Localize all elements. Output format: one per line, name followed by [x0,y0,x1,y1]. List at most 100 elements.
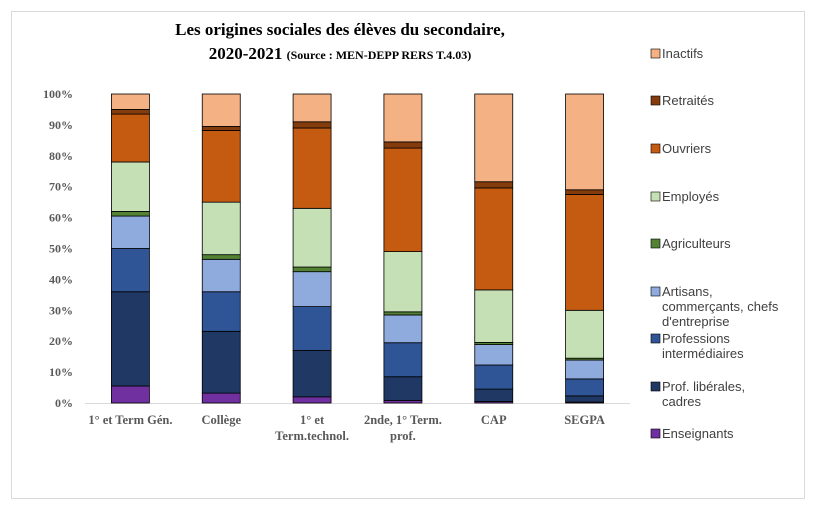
legend-swatch [650,428,661,439]
legend-label: d'entreprise [662,314,730,329]
bar-segment [565,378,604,397]
legend-entry: Ouvriers [650,141,712,156]
bar-segment [292,271,332,307]
bar-segment [565,359,604,380]
bar-segment [383,376,423,401]
category-label: Term.technol. [275,429,349,443]
bar-segment [383,93,423,143]
bar-stack [111,93,150,404]
bar-segment [201,330,241,394]
bar-segment [383,342,423,378]
chart-title-line1: Les origines sociales des élèves du seco… [175,20,505,39]
bar-segment [383,141,423,149]
bar-segment [201,392,241,404]
y-tick-label: 80% [49,149,73,163]
y-tick-label: 70% [49,180,73,194]
y-tick-label: 0% [55,396,73,410]
legend-label: commerçants, chefs [662,299,779,314]
bar-segment [474,93,514,183]
bar-segment [383,147,423,252]
bar-segment [292,93,332,123]
bar-segment [474,388,514,402]
bar-segment [111,113,150,163]
legend-label: Retraités [662,93,715,108]
bar-segment [565,93,604,191]
bar-segment [292,266,332,273]
bar-stack [201,93,241,404]
bar-segment [383,314,423,344]
legend-label: Inactifs [662,46,704,61]
legend-entry: Agriculteurs [650,236,731,251]
bar-segment [111,385,150,404]
y-tick-label: 50% [49,242,73,256]
bar-segment [292,121,332,129]
bar-segment [111,248,150,293]
bar-segment [474,344,514,366]
bar-segment [474,187,514,291]
bar-segment [201,291,241,332]
bar-segment [201,130,241,203]
legend-label: Agriculteurs [662,236,731,251]
chart-title-source: (Source : MEN-DEPP RERS T.4.03) [286,48,472,62]
legend-swatch [650,238,661,249]
category-label: 1° et [300,413,325,427]
category-label: SEGPA [564,413,605,427]
bar-segment [292,396,332,404]
bar-segment [201,258,241,293]
bar-segment [565,309,604,359]
bar-segment [111,291,150,387]
bar-segment [292,350,332,398]
y-tick-label: 20% [49,334,73,348]
legend-entry: Employés [650,189,720,204]
legend-swatch [650,286,661,297]
category-label: CAP [481,413,507,427]
bar-segment [383,251,423,313]
legend-entry: Prof. libérales,cadres [650,379,745,409]
bar-segment [565,194,604,311]
bar-segment [111,93,150,110]
legend-label: Employés [662,189,720,204]
bar-segment [292,127,332,209]
bar-segment [474,181,514,189]
bar-segment [111,211,150,217]
bar-stack [474,93,514,404]
y-tick-label: 60% [49,211,73,225]
bar-segment [201,201,241,256]
legend-swatch [650,333,661,344]
legend-entry: Inactifs [650,46,704,61]
legend-swatch [650,191,661,202]
category-label: 2nde, 1° Term. [364,413,442,427]
bar-stack [292,93,332,404]
legend-swatch [650,143,661,154]
legend-label: cadres [662,394,702,409]
bar-segment [292,207,332,268]
bar-segment [201,126,241,131]
bar-segment [565,189,604,195]
legend-label: Artisans, [662,284,713,299]
legend-swatch [650,48,661,59]
bar-segment [111,215,150,249]
legend-label: Prof. libérales, [662,379,745,394]
chart-title-year: 2020-2021 [208,44,283,63]
bar-segment [111,109,150,115]
bar-segment [201,93,241,127]
legend-entry: Retraités [650,93,715,108]
legend-entry: Enseignants [650,426,734,441]
y-tick-label: 30% [49,303,73,317]
legend-label: Enseignants [662,426,734,441]
bar-segment [383,311,423,316]
y-tick-label: 10% [49,365,73,379]
chart-title-line2: 2020-2021 (Source : MEN-DEPP RERS T.4.03… [90,42,590,67]
legend-label: intermédiaires [662,346,744,361]
y-tick-label: 100% [43,87,73,101]
bar-segment [474,289,514,343]
legend-swatch [650,95,661,106]
bar-segment [111,161,150,212]
category-label: 1° et Term Gén. [88,413,172,427]
legend-label: Professions [662,331,730,346]
category-label: Collège [201,413,241,427]
bar-segment [565,395,604,403]
